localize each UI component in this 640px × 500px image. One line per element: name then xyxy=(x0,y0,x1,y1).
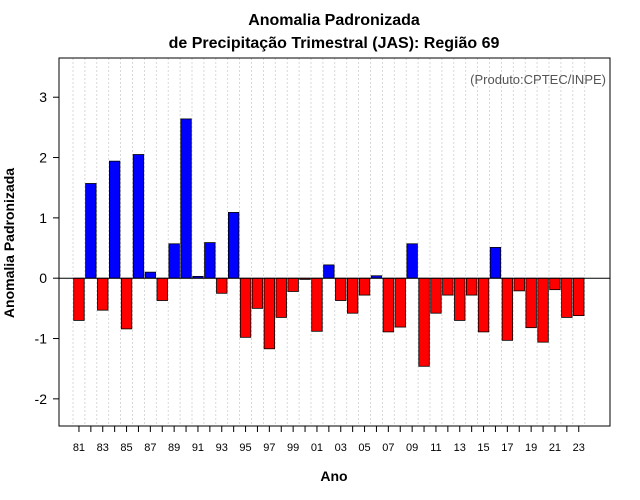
bar-2001 xyxy=(311,277,323,332)
bar-1984 xyxy=(109,160,121,279)
bar-2023 xyxy=(573,277,585,317)
x-tick-label: 89 xyxy=(168,442,180,454)
y-tick-label: 1 xyxy=(39,210,47,226)
bar-2007 xyxy=(382,277,395,333)
bar-2020 xyxy=(537,277,549,343)
bar-2021 xyxy=(549,277,561,291)
y-axis: -2 -1 0 1 2 3 xyxy=(35,89,59,407)
bar-1982 xyxy=(85,183,97,279)
bar-1981 xyxy=(73,277,85,321)
x-tick-label: 99 xyxy=(287,442,299,454)
bar-2011 xyxy=(430,277,442,314)
x-tick-label: 93 xyxy=(216,442,228,454)
bar-2015 xyxy=(477,277,490,333)
x-tick-label: 91 xyxy=(192,442,204,454)
bar-2009 xyxy=(406,243,418,279)
x-tick-label: 05 xyxy=(358,442,370,454)
chart-subtitle: de Precipitação Trimestral (JAS): Região… xyxy=(169,35,500,52)
bar-1988 xyxy=(156,277,168,301)
bar-1983 xyxy=(97,277,109,311)
bars-layer xyxy=(73,118,585,367)
bar-1995 xyxy=(239,277,252,338)
x-tick-label: 87 xyxy=(144,442,156,454)
x-tick-label: 01 xyxy=(311,442,323,454)
bar-2003 xyxy=(335,277,347,301)
bar-1996 xyxy=(251,277,264,309)
bar-1990 xyxy=(180,118,192,279)
x-tick-label: 15 xyxy=(477,442,489,454)
x-tick-label: 17 xyxy=(501,442,513,454)
bar-2016 xyxy=(489,247,502,279)
x-tick-label: 19 xyxy=(525,442,537,454)
x-tick-label: 95 xyxy=(239,442,251,454)
y-tick-label: 0 xyxy=(39,270,47,286)
bar-2010 xyxy=(418,277,430,367)
bar-1997 xyxy=(263,277,276,350)
x-tick-label: 09 xyxy=(406,442,418,454)
y-tick-label: -1 xyxy=(35,331,48,347)
bar-1987 xyxy=(144,271,157,279)
y-axis-title: Anomalia Padronizada xyxy=(1,168,17,318)
bar-2017 xyxy=(501,277,514,341)
bar-2005 xyxy=(358,277,371,296)
x-tick-label: 23 xyxy=(573,442,585,454)
x-tick-label: 83 xyxy=(97,442,109,454)
x-tick-label: 03 xyxy=(335,442,347,454)
bar-1993 xyxy=(216,277,228,294)
x-tick-label: 13 xyxy=(454,442,466,454)
credit-annotation: (Produto:CPTEC/INPE) xyxy=(470,72,606,87)
bar-1999 xyxy=(287,277,299,292)
bar-2018 xyxy=(513,277,525,292)
bar-2004 xyxy=(346,277,359,314)
bar-2012 xyxy=(442,277,454,296)
x-tick-label: 07 xyxy=(382,442,394,454)
x-tick-label: 97 xyxy=(263,442,275,454)
bar-2019 xyxy=(525,277,537,329)
y-tick-label: 3 xyxy=(39,89,47,105)
x-tick-label: 11 xyxy=(430,442,441,454)
grid-layer xyxy=(72,58,586,426)
plot-frame xyxy=(58,57,611,427)
bar-1994 xyxy=(227,212,240,279)
bar-2002 xyxy=(323,264,335,279)
x-tick-label: 21 xyxy=(549,442,561,454)
x-tick-label: 81 xyxy=(73,442,85,454)
bar-1985 xyxy=(120,277,133,330)
bar-2013 xyxy=(454,277,466,321)
bar-1992 xyxy=(204,242,216,279)
x-axis-title: Ano xyxy=(320,468,347,484)
bar-1989 xyxy=(168,243,180,279)
x-tick-label: 85 xyxy=(120,442,132,454)
bar-1986 xyxy=(132,154,145,279)
bar-2008 xyxy=(394,277,406,328)
bar-2014 xyxy=(465,277,478,296)
bar-2022 xyxy=(561,277,573,318)
y-tick-label: 2 xyxy=(39,150,47,166)
bar-1998 xyxy=(275,277,287,318)
chart-title: Anomalia Padronizada xyxy=(248,12,420,29)
x-axis: 81 83 85 87 89 91 93 95 97 99 01 03 05 07 09 11 13 15 17 19… xyxy=(73,426,585,454)
y-tick-label: -2 xyxy=(35,391,48,407)
